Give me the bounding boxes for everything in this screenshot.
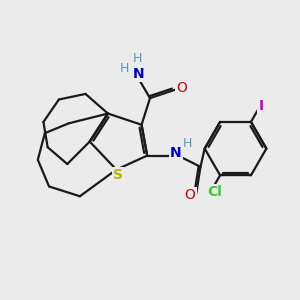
Text: I: I — [258, 99, 263, 113]
Text: N: N — [132, 67, 144, 81]
Text: H: H — [119, 62, 129, 75]
Text: H: H — [133, 52, 142, 64]
Text: N: N — [170, 146, 182, 161]
Text: O: O — [176, 81, 187, 95]
Text: H: H — [183, 137, 193, 150]
Text: S: S — [113, 168, 123, 182]
Text: Cl: Cl — [207, 185, 222, 199]
Text: O: O — [185, 188, 196, 202]
